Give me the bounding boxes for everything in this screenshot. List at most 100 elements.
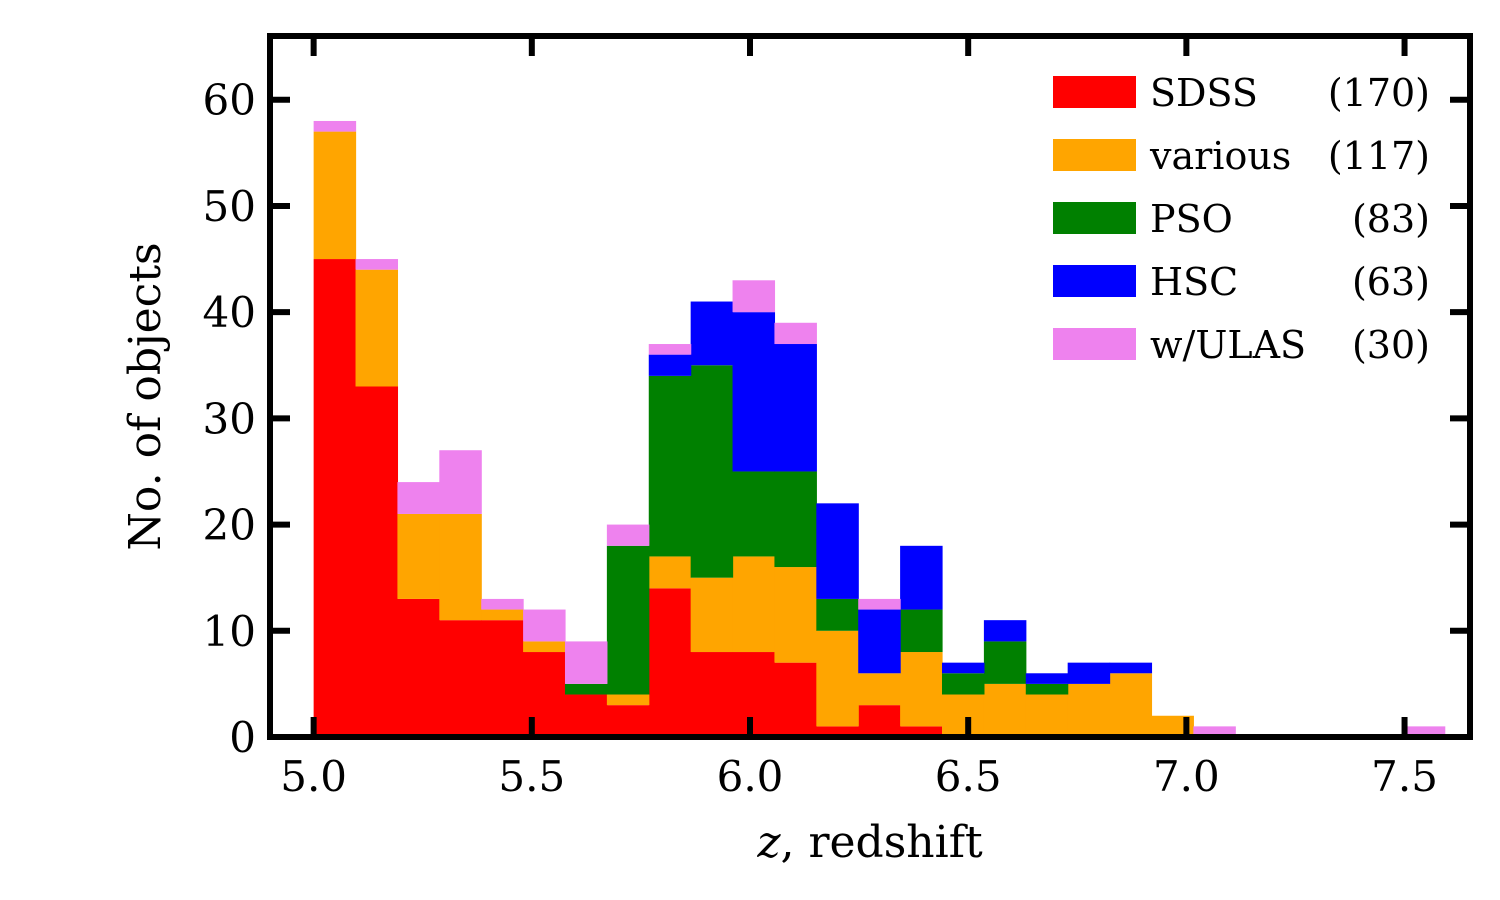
bar-various-14 xyxy=(900,652,943,727)
bar-various-19 xyxy=(1109,673,1153,737)
x-axis-label: z, redshift xyxy=(756,817,983,868)
y-tick-label: 20 xyxy=(203,501,256,550)
bar-various-13 xyxy=(858,673,901,706)
x-tick-label: 7.5 xyxy=(1371,752,1438,801)
x-axis-label-var: z xyxy=(756,817,781,868)
plot-frame xyxy=(267,33,1473,740)
bar-sdss-2 xyxy=(397,598,440,737)
bar-various-2 xyxy=(397,513,440,599)
bar-sdss-0 xyxy=(313,259,357,737)
y-tick-label: 40 xyxy=(203,288,256,337)
bar-various-0 xyxy=(313,131,357,260)
bar-hsc-17 xyxy=(1025,673,1069,684)
legend-series-count: (170) xyxy=(1328,71,1430,115)
bar-hsc-16 xyxy=(983,620,1027,642)
bar-sdss-1 xyxy=(355,386,399,737)
bar-w-ulas-11 xyxy=(774,322,817,345)
bar-pso-10 xyxy=(732,471,776,557)
y-tick-label: 60 xyxy=(203,76,256,125)
legend-swatch xyxy=(1053,76,1136,108)
bars-group xyxy=(313,120,1446,737)
bar-pso-16 xyxy=(983,641,1027,684)
bar-pso-11 xyxy=(774,471,817,568)
legend: SDSS (170) various (117) PSO (83) HSC (63) w/ULA… xyxy=(1053,71,1430,367)
y-tick-label: 30 xyxy=(203,394,256,443)
legend-swatch xyxy=(1053,202,1136,234)
legend-series-count: (83) xyxy=(1352,197,1430,241)
y-tick-label: 10 xyxy=(203,607,256,656)
bar-w-ulas-21 xyxy=(1193,726,1236,737)
bar-w-ulas-5 xyxy=(523,609,566,642)
bar-hsc-13 xyxy=(858,609,901,674)
bar-various-8 xyxy=(648,556,692,589)
bar-w-ulas-26 xyxy=(1402,726,1446,737)
bar-various-5 xyxy=(523,641,566,653)
bar-pso-7 xyxy=(606,545,650,695)
x-tick-label: 6.0 xyxy=(717,752,784,801)
bar-hsc-18 xyxy=(1067,662,1111,684)
bar-sdss-11 xyxy=(774,662,817,737)
bar-sdss-9 xyxy=(690,652,734,737)
bar-various-7 xyxy=(606,694,650,706)
x-tick-label: 7.0 xyxy=(1153,752,1220,801)
bar-w-ulas-13 xyxy=(858,598,901,610)
y-axis-label: No. of objects xyxy=(120,242,171,550)
bar-sdss-4 xyxy=(481,620,524,737)
bar-sdss-6 xyxy=(564,694,608,737)
bar-pso-8 xyxy=(648,375,692,557)
bar-various-10 xyxy=(732,556,776,653)
bar-various-9 xyxy=(690,577,734,653)
bar-hsc-8 xyxy=(648,354,692,376)
bar-pso-14 xyxy=(900,609,943,653)
bar-various-3 xyxy=(439,513,482,621)
bar-hsc-15 xyxy=(942,662,985,674)
bar-various-1 xyxy=(355,269,399,387)
bar-w-ulas-1 xyxy=(355,259,399,270)
x-tick-label: 5.5 xyxy=(498,752,565,801)
bar-w-ulas-7 xyxy=(606,524,650,546)
bar-w-ulas-10 xyxy=(732,280,776,313)
x-axis-label-text: , redshift xyxy=(781,817,983,868)
bar-pso-15 xyxy=(942,673,985,695)
bar-pso-6 xyxy=(564,683,608,695)
legend-series-name: PSO xyxy=(1150,197,1233,241)
bar-hsc-10 xyxy=(732,312,776,472)
legend-swatch xyxy=(1053,265,1136,297)
y-tick-label: 0 xyxy=(229,713,256,762)
legend-swatch xyxy=(1053,139,1136,171)
legend-series-name: HSC xyxy=(1150,260,1238,304)
bar-various-12 xyxy=(816,630,859,727)
bar-w-ulas-6 xyxy=(564,641,608,684)
bar-w-ulas-4 xyxy=(481,598,524,610)
legend-series-count: (63) xyxy=(1352,260,1430,304)
bar-hsc-19 xyxy=(1109,662,1153,674)
bar-various-15 xyxy=(942,694,985,737)
bar-various-18 xyxy=(1067,683,1111,737)
x-tick-label: 6.5 xyxy=(935,752,1002,801)
legend-series-name: SDSS xyxy=(1150,71,1258,115)
bar-sdss-8 xyxy=(648,588,692,737)
bar-sdss-14 xyxy=(900,726,943,737)
bar-w-ulas-2 xyxy=(397,482,440,514)
legend-series-count: (117) xyxy=(1328,134,1430,178)
legend-swatch xyxy=(1053,328,1136,360)
ticks-group: 5.0 5.5 6.0 6.5 7.0 7.5 0 10 20 30 40 50 60 xyxy=(203,36,1470,801)
legend-series-name: w/ULAS xyxy=(1150,323,1306,367)
bar-sdss-7 xyxy=(606,705,650,737)
bar-pso-9 xyxy=(690,365,734,578)
bar-hsc-9 xyxy=(690,301,734,366)
bar-hsc-11 xyxy=(774,344,817,472)
y-tick-label: 50 xyxy=(203,182,256,231)
bar-various-20 xyxy=(1151,715,1194,737)
bar-various-16 xyxy=(983,683,1027,737)
bar-pso-17 xyxy=(1025,683,1069,695)
bar-w-ulas-3 xyxy=(439,450,482,514)
bar-various-11 xyxy=(774,567,817,663)
bar-various-17 xyxy=(1025,694,1069,737)
bar-pso-12 xyxy=(816,598,859,631)
bar-various-4 xyxy=(481,609,524,621)
bar-hsc-14 xyxy=(900,545,943,610)
x-tick-label: 5.0 xyxy=(280,752,347,801)
bar-sdss-12 xyxy=(816,726,859,737)
